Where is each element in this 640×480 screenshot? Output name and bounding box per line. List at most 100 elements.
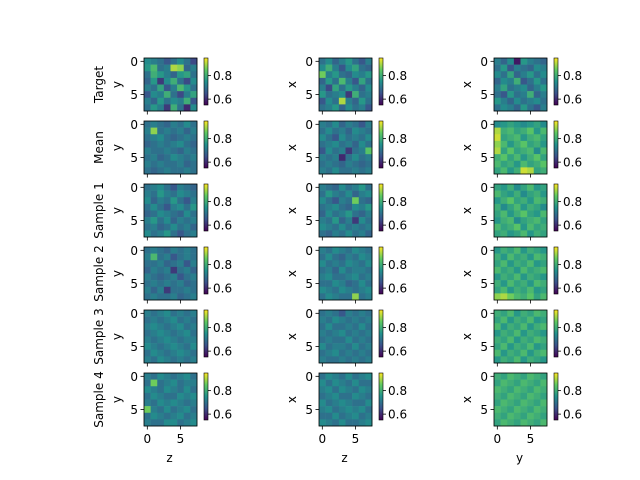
colorbar: [203, 57, 209, 106]
heatmap-cell: [500, 147, 508, 155]
heatmap-cell: [540, 349, 548, 357]
heatmap-cell: [332, 336, 340, 344]
heatmap-cell: [190, 323, 198, 331]
heatmap-cell: [325, 316, 333, 324]
heatmap-cell: [540, 104, 548, 112]
heatmap-cell: [527, 58, 535, 65]
heatmap-cell: [177, 392, 185, 400]
heatmap-cell: [365, 160, 373, 168]
heatmap-cell: [325, 217, 333, 225]
heatmap-cell: [540, 210, 548, 218]
heatmap-cell: [183, 379, 191, 387]
heatmap-cell: [540, 386, 548, 394]
heatmap-cell: [332, 140, 340, 148]
heatmap-cell: [507, 280, 515, 288]
heatmap-cell: [332, 230, 340, 238]
heatmap-cell: [527, 147, 535, 155]
heatmap-cell: [163, 399, 171, 407]
colorbar-tick-label: 0.6: [563, 408, 582, 422]
heatmap-cell: [325, 280, 333, 288]
heatmap-cell: [352, 127, 360, 135]
y-axis-label: x: [460, 333, 474, 340]
heatmap-cell: [345, 260, 353, 268]
heatmap-cell: [338, 210, 346, 218]
heatmap-cell: [500, 121, 508, 128]
heatmap-cell: [352, 230, 360, 238]
heatmap-cell: [352, 392, 360, 400]
heatmap-cell: [365, 223, 373, 231]
heatmap-cell: [352, 154, 360, 162]
heatmap-cell: [533, 286, 541, 294]
heatmap-cell: [533, 58, 541, 65]
heatmap-cell: [520, 154, 528, 162]
colorbar: [203, 120, 209, 169]
heatmap-cell: [500, 104, 508, 112]
heatmap-cell: [332, 386, 340, 394]
heatmap-cell: [144, 336, 151, 344]
heatmap-cell: [533, 273, 541, 281]
heatmap-cell: [507, 167, 515, 175]
y-tick-label: 5: [480, 277, 488, 291]
heatmap-cell: [533, 316, 541, 324]
heatmap-cell: [352, 210, 360, 218]
heatmap-cell: [513, 253, 521, 261]
heatmap-cell: [520, 58, 528, 65]
heatmap-cell: [358, 223, 366, 231]
heatmap-cell: [144, 386, 151, 394]
heatmap-cell: [170, 140, 178, 148]
heatmap-cell: [520, 336, 528, 344]
heatmap-cell: [332, 190, 340, 198]
heatmap-cell: [358, 184, 366, 191]
heatmap-cell: [365, 64, 373, 72]
heatmap-cell: [150, 160, 158, 168]
colorbar-tick-label: 0.8: [213, 69, 232, 83]
heatmap-cell: [494, 134, 501, 142]
heatmap-cell: [500, 293, 508, 301]
heatmap-cell: [170, 160, 178, 168]
heatmap-cell: [150, 97, 158, 105]
heatmap-cell: [183, 160, 191, 168]
heatmap-cell: [540, 356, 548, 364]
heatmap-cell: [177, 399, 185, 407]
heatmap-cell: [345, 412, 353, 420]
heatmap-cell: [338, 286, 346, 294]
heatmap-cell: [533, 84, 541, 92]
heatmap-cell: [494, 217, 501, 225]
heatmap-cell: [319, 210, 326, 218]
heatmap-cell: [507, 160, 515, 168]
heatmap-cell: [365, 379, 373, 387]
y-axis-label: x: [285, 207, 299, 214]
heatmap-cell: [319, 97, 326, 105]
axes-frame: [318, 120, 373, 175]
heatmap-cell: [345, 104, 353, 112]
heatmap-cell: [500, 190, 508, 198]
heatmap-cell: [365, 373, 373, 380]
heatmap-cell: [177, 91, 185, 99]
heatmap-cell: [365, 253, 373, 261]
row-title: Sample 3: [92, 308, 106, 364]
axes-frame: [143, 372, 198, 427]
heatmap-cell: [190, 84, 198, 92]
heatmap-cell: [325, 310, 333, 317]
heatmap-cell: [170, 104, 178, 112]
heatmap-cell: [527, 406, 535, 414]
heatmap-cell: [527, 71, 535, 79]
heatmap-cell: [157, 230, 165, 238]
colorbar: [378, 183, 384, 232]
heatmap-cell: [527, 97, 535, 105]
heatmap-cell: [513, 419, 521, 427]
heatmap-cell: [183, 121, 191, 128]
heatmap-cell: [345, 379, 353, 387]
heatmap-cell: [540, 316, 548, 324]
heatmap-cell: [332, 127, 340, 135]
heatmap-cell: [144, 286, 151, 294]
heatmap-cell: [157, 373, 165, 380]
heatmap-cell: [365, 121, 373, 128]
heatmap-cell: [338, 419, 346, 427]
heatmap-cell: [513, 184, 521, 191]
panel-r3-c3: 0 5x 0.6 0.8: [460, 181, 582, 241]
axes-frame: [493, 246, 548, 301]
heatmap-cell: [319, 104, 326, 112]
heatmap-cell: [513, 77, 521, 85]
